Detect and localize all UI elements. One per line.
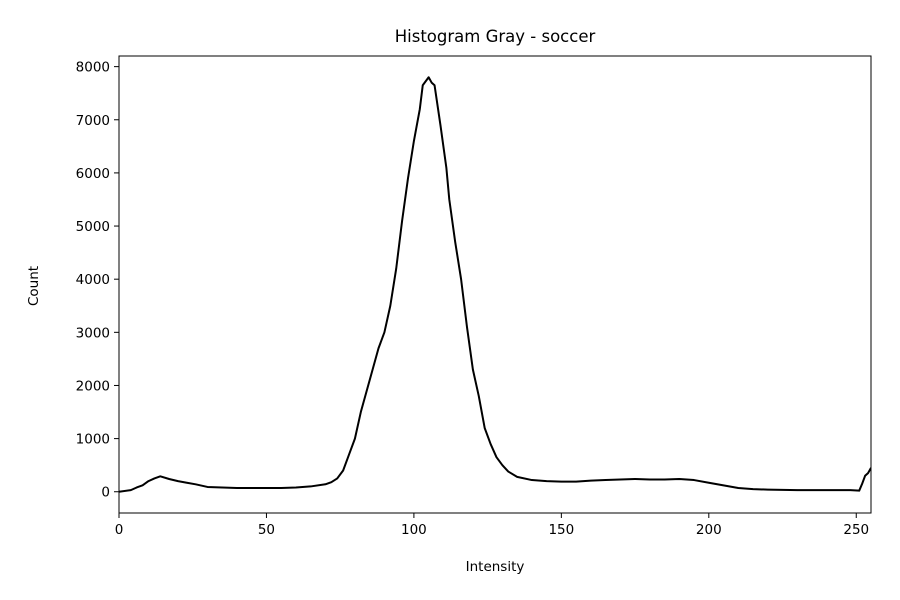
chart-title: Histogram Gray - soccer [395,27,596,46]
y-tick-label: 2000 [76,378,110,394]
y-tick-label: 4000 [76,272,110,288]
y-tick-label: 5000 [76,219,110,235]
series-line-1 [119,76,871,493]
y-tick-label: 0 [101,485,110,501]
x-tick-label: 150 [548,522,574,538]
y-tick-label: 7000 [76,113,110,129]
y-tick-label: 3000 [76,325,110,341]
x-tick-label: 250 [843,522,869,538]
plot-area: 0 50 100 150 200 250 0 1000 2000 3000 4000 5000 6000… [76,55,872,538]
x-tick-label: 200 [696,522,722,538]
plot-frame [118,55,872,514]
x-tick-label: 0 [115,522,124,538]
x-tick-label: 50 [258,522,275,538]
y-tick-label: 1000 [76,432,110,448]
x-axis-label: Intensity [466,559,525,575]
y-tick-label: 6000 [76,166,110,182]
x-tick-label: 100 [401,522,427,538]
y-tick-label: 8000 [76,60,110,76]
y-axis-label: Count [26,266,42,306]
